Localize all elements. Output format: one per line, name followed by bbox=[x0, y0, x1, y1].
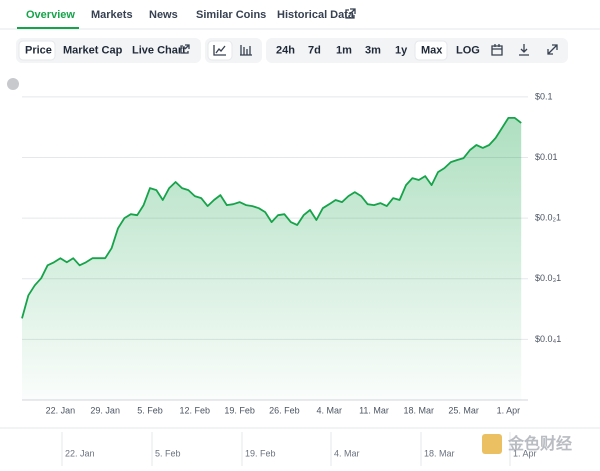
tab[interactable]: Historical Data bbox=[277, 9, 355, 21]
watermark: 金色财经 bbox=[507, 434, 572, 453]
x-tick-label: 25. Mar bbox=[448, 405, 479, 415]
metric-button[interactable]: Price bbox=[25, 44, 52, 56]
y-tick-label: $0.1 bbox=[535, 91, 553, 101]
tab-bar: Overview Markets News Similar Coins Historic… bbox=[17, 9, 355, 29]
y-tick-label: $0.0₃1 bbox=[535, 273, 561, 283]
active-button-bg bbox=[414, 40, 448, 61]
metric-button[interactable]: Live Chart bbox=[132, 44, 186, 56]
external-icon bbox=[180, 44, 190, 54]
x-tick-label: 1. Apr bbox=[497, 405, 521, 415]
expand-icon[interactable] bbox=[547, 44, 558, 55]
navigator-label: 5. Feb bbox=[155, 448, 181, 458]
calendar-icon[interactable] bbox=[491, 44, 503, 56]
x-tick-label: 29. Jan bbox=[90, 405, 120, 415]
tab-underline bbox=[17, 27, 79, 29]
x-tick-label: 4. Mar bbox=[316, 405, 342, 415]
x-tick-label: 11. Mar bbox=[359, 405, 389, 415]
line-chart-icon bbox=[213, 45, 226, 56]
x-tick-label: 18. Mar bbox=[404, 405, 435, 415]
price-chart: $0.1 $0.01 $0.0₂1 $0.0₃1 $0.0₄1 22. Jan 29. Ja… bbox=[21, 91, 561, 415]
y-tick-label: $0.0₄1 bbox=[535, 334, 561, 344]
tab[interactable]: News bbox=[149, 9, 178, 21]
external-icon bbox=[345, 8, 356, 19]
x-tick-label: 26. Feb bbox=[269, 405, 300, 415]
active-button-bg bbox=[18, 40, 56, 61]
download-icon[interactable] bbox=[519, 44, 529, 56]
metric-button[interactable]: Market Cap bbox=[63, 44, 123, 56]
x-tick-label: 12. Feb bbox=[180, 405, 211, 415]
y-tick-label: $0.01 bbox=[535, 152, 558, 162]
x-tick-label: 5. Feb bbox=[137, 405, 163, 415]
metric-group bbox=[16, 38, 201, 63]
range-button[interactable]: 7d bbox=[308, 44, 321, 56]
area-gradient bbox=[22, 117, 522, 401]
log-button[interactable]: LOG bbox=[456, 44, 480, 56]
navigator-label: 18. Mar bbox=[424, 448, 455, 458]
toolbar: Price Market Cap Live Chart 24h 7d 1m 3m 1y Max L… bbox=[18, 40, 480, 61]
tab[interactable]: Similar Coins bbox=[196, 9, 266, 21]
navigator-label: 1. Apr bbox=[513, 448, 537, 458]
candle-chart-icon[interactable] bbox=[240, 45, 252, 56]
chart-handle bbox=[7, 78, 19, 90]
range-button[interactable]: 24h bbox=[276, 44, 295, 56]
navigator-label: 4. Mar bbox=[334, 448, 360, 458]
tab[interactable]: Markets bbox=[91, 9, 133, 21]
price-line bbox=[21, 117, 522, 319]
x-tick-label: 19. Feb bbox=[224, 405, 255, 415]
x-tick-label: 22. Jan bbox=[46, 405, 76, 415]
y-tick-label: $0.0₂1 bbox=[535, 213, 561, 223]
range-button[interactable]: Max bbox=[421, 44, 443, 56]
tab[interactable]: Overview bbox=[26, 9, 75, 21]
range-button[interactable]: 1y bbox=[395, 44, 408, 56]
range-button[interactable]: 3m bbox=[365, 44, 381, 56]
navigator-label: 22. Jan bbox=[65, 448, 95, 458]
range-button[interactable]: 1m bbox=[336, 44, 352, 56]
watermark-logo bbox=[482, 434, 502, 454]
navigator: 22. Jan 5. Feb 19. Feb 4. Mar 18. Mar 1. Apr bbox=[61, 432, 537, 466]
navigator-label: 19. Feb bbox=[245, 448, 276, 458]
